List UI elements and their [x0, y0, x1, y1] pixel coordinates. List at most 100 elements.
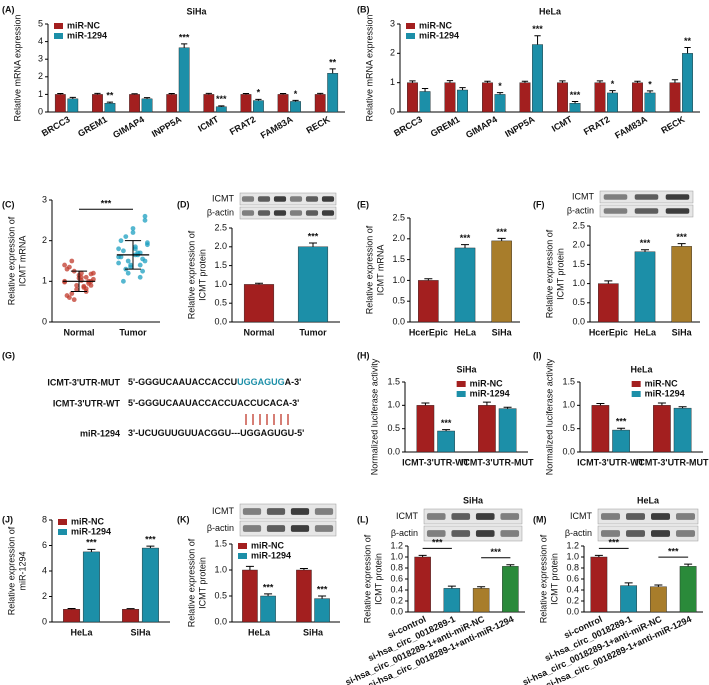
blot-label: ICMT	[396, 511, 418, 521]
bar	[443, 588, 461, 613]
y-tick-label: 1.0	[214, 279, 227, 289]
y-tick-label: 2	[42, 591, 47, 601]
x-tick-label: ICMT-3'UTR-MUT	[636, 457, 709, 467]
point	[142, 213, 148, 219]
y-tick-label: 0.0	[566, 606, 579, 616]
point	[79, 278, 84, 283]
y-axis-label: ICMT protein	[555, 248, 565, 300]
point	[118, 238, 124, 244]
error-bar	[609, 90, 616, 93]
bar	[494, 94, 506, 113]
bar	[632, 82, 643, 113]
panel-label: (F)	[533, 199, 545, 209]
bar	[129, 94, 140, 113]
bar	[671, 246, 692, 323]
blot-label: ICMT	[212, 506, 234, 516]
error-bar	[421, 402, 430, 406]
point	[116, 246, 121, 252]
y-tick-label: 0.8	[390, 562, 403, 572]
significance: *	[257, 88, 261, 98]
pairing-lines	[245, 414, 289, 425]
error-bar	[617, 427, 626, 431]
error-bar	[484, 80, 491, 83]
panel-label: (E)	[357, 199, 369, 209]
x-tick-label: HeLa	[70, 627, 93, 637]
error-bar	[654, 584, 663, 587]
panel-label: (A)	[2, 4, 15, 14]
significance: ***	[179, 32, 190, 42]
bar	[253, 100, 264, 113]
significance: ***	[496, 227, 507, 237]
y-tick-label: 1.5	[562, 376, 575, 386]
y-tick-label: 1	[390, 77, 395, 87]
legend-label: miR-1294	[251, 550, 291, 560]
y-axis-label: Relative expression of	[186, 230, 196, 319]
error-bar	[329, 68, 336, 74]
error-bar	[131, 93, 138, 95]
sequence: 3'-UCUGUUGUUACGGU---UGGAGUGU-5'	[128, 428, 304, 438]
bar	[104, 102, 116, 113]
bar	[243, 284, 275, 323]
point	[125, 258, 131, 264]
blot-band	[321, 196, 335, 202]
blot-label: β-actin	[567, 205, 594, 215]
y-tick-label: 1.5	[392, 254, 405, 264]
blot-row	[239, 206, 337, 220]
error-bar	[279, 93, 287, 95]
error-bar	[245, 565, 254, 570]
point	[142, 217, 148, 223]
bar	[215, 106, 227, 113]
y-tick-label: 5	[38, 18, 43, 28]
y-tick-label: 2.5	[214, 222, 227, 232]
panel-label: (I)	[533, 350, 542, 360]
error-bar	[671, 79, 679, 83]
blot-band	[634, 194, 659, 200]
blot-band	[601, 530, 620, 537]
error-bar	[604, 280, 613, 284]
bar	[242, 569, 258, 623]
sequence-part: 5'-GGGUCAAUACCACCU	[128, 377, 237, 387]
x-tick-label: Normal	[63, 327, 94, 337]
error-bar	[677, 243, 686, 247]
point	[83, 274, 89, 280]
bar	[598, 283, 619, 323]
significance: *	[648, 79, 652, 89]
sequence-part: 5'-GGGUCAAUACCACCUACCUCACA-3'	[128, 398, 299, 408]
sequence-label: miR-1294	[80, 428, 120, 438]
blot-band	[500, 530, 520, 537]
x-tick-label: HeLa	[634, 327, 657, 337]
error-bar	[482, 401, 491, 406]
error-bar	[459, 87, 466, 90]
bar	[457, 89, 468, 113]
error-bar	[477, 586, 486, 589]
x-tick-label: RECK	[305, 114, 333, 136]
blot-band	[241, 210, 255, 216]
bar	[634, 251, 656, 323]
sequence: 5'-GGGUCAAUACCACCUUGGAGUGA-3'	[128, 377, 301, 387]
legend-swatch	[456, 391, 466, 397]
y-tick-label: 1	[42, 276, 47, 286]
y-tick-label: 1.5	[572, 259, 585, 269]
y-tick-label: 6	[42, 540, 47, 550]
bar	[414, 556, 431, 613]
chart-title: HeLa	[539, 6, 562, 16]
blot-band	[601, 513, 620, 520]
blot-label: ICMT	[572, 191, 594, 201]
error-bar	[205, 92, 212, 95]
significance: ***	[86, 538, 97, 548]
error-bar	[106, 101, 114, 104]
bar	[67, 98, 79, 113]
bar	[519, 82, 531, 113]
point	[121, 278, 126, 284]
bar	[532, 44, 543, 113]
error-bar	[168, 93, 175, 95]
y-tick-label: 2.5	[392, 212, 405, 222]
significance: *	[498, 81, 502, 91]
y-tick-label: 2	[42, 235, 47, 245]
y-tick-label: 2	[38, 71, 43, 81]
blot-band	[676, 513, 695, 520]
blot-band	[651, 530, 670, 537]
error-bar	[292, 99, 299, 102]
panel-label: (M)	[533, 514, 547, 524]
error-bar	[317, 92, 324, 95]
